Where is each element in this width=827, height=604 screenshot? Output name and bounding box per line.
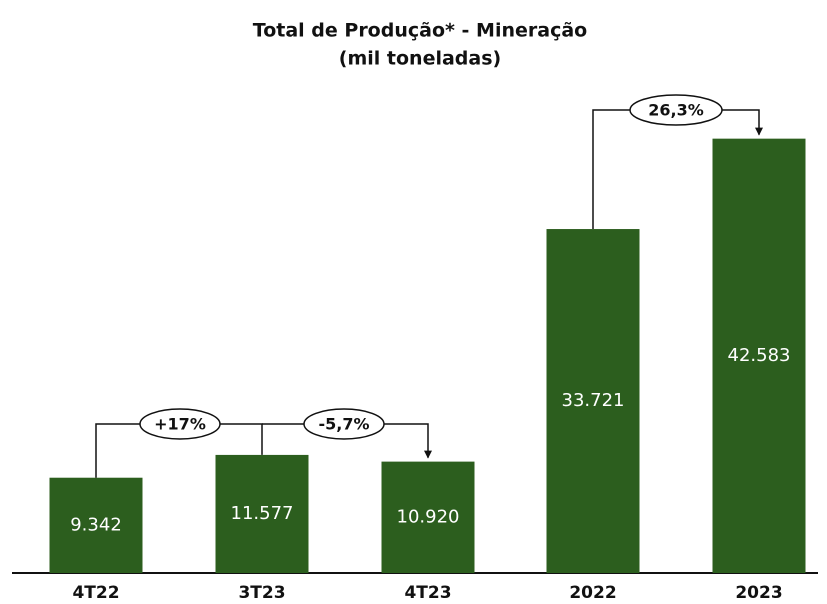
x-tick-label: 4T22 <box>72 583 119 603</box>
value-label: 42.583 <box>728 345 791 366</box>
annotation-bubble <box>629 94 723 126</box>
bar <box>215 454 309 573</box>
bar <box>546 229 640 573</box>
chart-title: Total de Produção* - Mineração <box>253 20 587 42</box>
annotation-bubble <box>139 408 221 440</box>
annotation: +17% <box>154 415 206 434</box>
value-label: 9.342 <box>70 514 122 535</box>
value-label: 33.721 <box>562 390 625 411</box>
x-tick-label: 4T23 <box>404 583 451 603</box>
x-tick-label: 3T23 <box>238 583 285 603</box>
bar <box>381 461 475 573</box>
chart-subtitle: (mil toneladas) <box>339 48 501 70</box>
value-label: 11.577 <box>231 503 294 524</box>
value-label: 10.920 <box>397 506 460 527</box>
annotation: -5,7% <box>318 415 369 434</box>
bar <box>49 477 143 573</box>
bar <box>712 138 806 574</box>
x-tick-label: 2023 <box>735 583 782 603</box>
x-tick-label: 2022 <box>569 583 616 603</box>
annotation-bubble <box>303 408 385 440</box>
annotation: 26,3% <box>648 101 704 120</box>
